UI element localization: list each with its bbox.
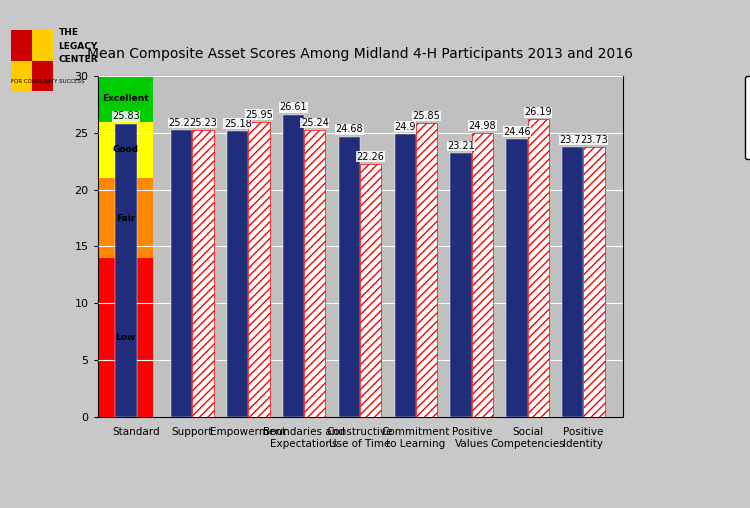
- Bar: [416, 123, 437, 417]
- Title: Mean Composite Asset Scores Among Midland 4-H Participants 2013 and 2016: Mean Composite Asset Scores Among Midlan…: [87, 47, 633, 61]
- Text: 24.68: 24.68: [335, 124, 363, 134]
- Text: 25.95: 25.95: [245, 110, 273, 120]
- Bar: [394, 134, 416, 417]
- Bar: [171, 131, 193, 417]
- Bar: [248, 122, 269, 417]
- Text: 25.23: 25.23: [189, 118, 217, 128]
- Text: 24.9: 24.9: [394, 122, 416, 132]
- Bar: [283, 115, 304, 417]
- Text: CENTER: CENTER: [58, 55, 98, 65]
- Text: 25.83: 25.83: [112, 111, 140, 121]
- Bar: [339, 137, 360, 417]
- Text: Low: Low: [116, 333, 136, 342]
- Bar: [451, 153, 472, 417]
- Text: 24.46: 24.46: [503, 127, 531, 137]
- Text: 25.85: 25.85: [413, 111, 440, 121]
- Text: 25.23: 25.23: [168, 118, 196, 128]
- Bar: [98, 178, 153, 258]
- Text: 24.98: 24.98: [469, 121, 496, 131]
- Bar: [32, 61, 53, 91]
- Bar: [116, 123, 136, 417]
- Bar: [562, 147, 584, 417]
- Text: 26.19: 26.19: [524, 107, 552, 117]
- Text: 25.24: 25.24: [301, 118, 328, 128]
- Text: FOR COMMUNITY SUCCESS: FOR COMMUNITY SUCCESS: [11, 79, 85, 84]
- Text: LEGACY: LEGACY: [58, 42, 98, 51]
- Bar: [360, 164, 381, 417]
- Text: 25.18: 25.18: [224, 118, 251, 129]
- Text: 23.21: 23.21: [447, 141, 475, 151]
- Bar: [98, 121, 153, 178]
- Text: Excellent: Excellent: [102, 94, 148, 104]
- Text: 22.26: 22.26: [357, 152, 385, 162]
- Bar: [227, 131, 248, 417]
- Text: Fair: Fair: [116, 213, 135, 223]
- Bar: [584, 147, 604, 417]
- Bar: [527, 119, 549, 417]
- Text: THE: THE: [58, 28, 79, 37]
- Bar: [304, 130, 326, 417]
- Bar: [11, 30, 32, 61]
- Bar: [193, 131, 214, 417]
- Text: 23.73: 23.73: [559, 135, 586, 145]
- Bar: [472, 133, 493, 417]
- Bar: [98, 76, 153, 121]
- Bar: [98, 258, 153, 417]
- Bar: [11, 61, 32, 91]
- Text: Good: Good: [112, 145, 139, 154]
- Legend: 2013, 2016: 2013, 2016: [745, 76, 750, 159]
- Bar: [506, 139, 527, 417]
- Text: 26.61: 26.61: [280, 103, 308, 112]
- Bar: [32, 30, 53, 61]
- Text: 23.73: 23.73: [580, 135, 608, 145]
